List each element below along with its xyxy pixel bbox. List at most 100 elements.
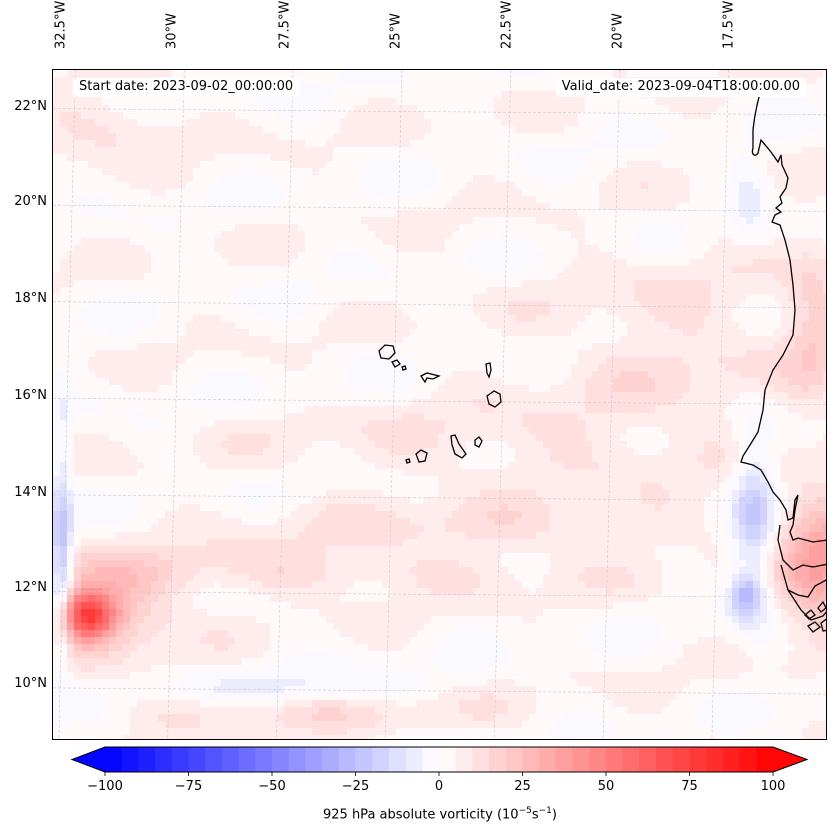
vorticity-cell xyxy=(592,140,600,148)
vorticity-cell xyxy=(739,357,747,365)
vorticity-cell xyxy=(235,252,243,260)
vorticity-cell xyxy=(53,224,61,232)
vorticity-cell xyxy=(165,371,173,379)
vorticity-cell xyxy=(515,322,523,330)
vorticity-cell xyxy=(620,350,628,358)
vorticity-cell xyxy=(368,105,376,113)
vorticity-cell xyxy=(326,217,334,225)
vorticity-cell xyxy=(452,357,460,365)
vorticity-cell xyxy=(473,245,481,253)
vorticity-cell xyxy=(809,245,817,253)
vorticity-cell xyxy=(662,343,670,351)
vorticity-cell xyxy=(515,294,523,302)
vorticity-cell xyxy=(137,329,145,337)
vorticity-cell xyxy=(151,350,159,358)
vorticity-cell xyxy=(424,147,432,155)
vorticity-cell xyxy=(382,245,390,253)
vorticity-cell xyxy=(207,371,215,379)
vorticity-cell xyxy=(578,140,586,148)
vorticity-cell xyxy=(732,294,740,302)
vorticity-cell xyxy=(697,273,705,281)
vorticity-cell xyxy=(340,154,348,162)
vorticity-cell xyxy=(88,105,96,113)
vorticity-cell xyxy=(522,112,530,120)
vorticity-cell xyxy=(221,140,229,148)
vorticity-cell xyxy=(158,364,166,372)
vorticity-cell xyxy=(326,105,334,113)
vorticity-cell xyxy=(662,245,670,253)
vorticity-cell xyxy=(130,315,138,323)
vorticity-cell xyxy=(67,273,75,281)
vorticity-cell xyxy=(599,252,607,260)
vorticity-cell xyxy=(165,231,173,239)
vorticity-cell xyxy=(109,252,117,260)
vorticity-cell xyxy=(732,350,740,358)
vorticity-cell xyxy=(116,112,124,120)
vorticity-cell xyxy=(550,133,558,141)
vorticity-cell xyxy=(522,273,530,281)
vorticity-cell xyxy=(249,329,257,337)
vorticity-cell xyxy=(88,315,96,323)
vorticity-cell xyxy=(200,112,208,120)
vorticity-cell xyxy=(746,70,754,78)
vorticity-cell xyxy=(333,175,341,183)
vorticity-cell xyxy=(193,105,201,113)
vorticity-cell xyxy=(445,280,453,288)
vorticity-cell xyxy=(781,364,789,372)
vorticity-cell xyxy=(767,322,775,330)
vorticity-cell xyxy=(634,147,642,155)
vorticity-cell xyxy=(249,119,257,127)
vorticity-cell xyxy=(536,133,544,141)
vorticity-cell xyxy=(606,252,614,260)
vorticity-cell xyxy=(130,322,138,330)
vorticity-cell xyxy=(718,308,726,316)
vorticity-cell xyxy=(102,364,110,372)
vorticity-cell xyxy=(781,217,789,225)
vorticity-cell xyxy=(375,329,383,337)
vorticity-cell xyxy=(410,210,418,218)
vorticity-cell xyxy=(74,203,82,211)
vorticity-cell xyxy=(102,308,110,316)
vorticity-cell xyxy=(214,364,222,372)
vorticity-cell xyxy=(347,357,355,365)
vorticity-cell xyxy=(809,147,817,155)
vorticity-cell xyxy=(459,259,467,267)
vorticity-cell xyxy=(543,217,551,225)
vorticity-cell xyxy=(613,301,621,309)
vorticity-cell xyxy=(102,140,110,148)
vorticity-cell xyxy=(207,189,215,197)
vorticity-cell xyxy=(228,329,236,337)
vorticity-cell xyxy=(585,210,593,218)
vorticity-cell xyxy=(137,350,145,358)
vorticity-cell xyxy=(95,315,103,323)
vorticity-cell xyxy=(431,266,439,274)
vorticity-cell xyxy=(823,259,826,267)
vorticity-cell xyxy=(60,119,68,127)
vorticity-cell xyxy=(130,210,138,218)
vorticity-cell xyxy=(361,70,369,78)
vorticity-cell xyxy=(739,231,747,239)
vorticity-cell xyxy=(550,287,558,295)
vorticity-cell xyxy=(802,161,810,169)
vorticity-cell xyxy=(95,322,103,330)
vorticity-cell xyxy=(396,210,404,218)
vorticity-cell xyxy=(361,119,369,127)
vorticity-cell xyxy=(613,154,621,162)
vorticity-cell xyxy=(613,168,621,176)
vorticity-cell xyxy=(739,112,747,120)
vorticity-cell xyxy=(291,280,299,288)
vorticity-cell xyxy=(669,168,677,176)
vorticity-cell xyxy=(627,140,635,148)
vorticity-cell xyxy=(368,322,376,330)
vorticity-cell xyxy=(424,252,432,260)
vorticity-cell xyxy=(725,154,733,162)
vorticity-cell xyxy=(662,182,670,190)
vorticity-cell xyxy=(480,336,488,344)
vorticity-cell xyxy=(725,217,733,225)
vorticity-cell xyxy=(634,224,642,232)
vorticity-cell xyxy=(368,133,376,141)
vorticity-cell xyxy=(67,98,75,106)
vorticity-cell xyxy=(550,231,558,239)
vorticity-cell xyxy=(627,364,635,372)
vorticity-cell xyxy=(809,98,817,106)
